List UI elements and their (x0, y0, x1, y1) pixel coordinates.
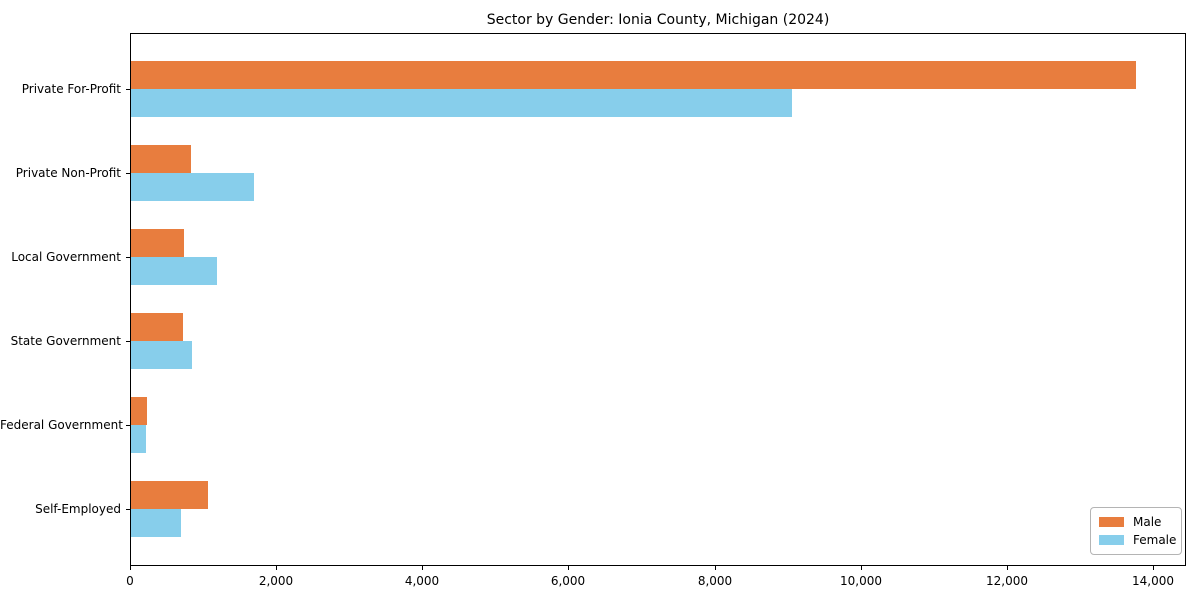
plot-area (130, 33, 1186, 566)
y-tick-label-private-non-profit: Private Non-Profit (15, 166, 121, 180)
x-tick-label-6-000: 6,000 (550, 574, 586, 588)
bar-male-self-employed (131, 481, 208, 509)
x-tick-label-4-000: 4,000 (404, 574, 440, 588)
legend-label-male: Male (1133, 515, 1162, 529)
y-tick-mark (126, 89, 130, 90)
y-tick-label-local-government: Local Government (11, 250, 121, 264)
y-tick-mark (126, 173, 130, 174)
x-tick-mark (1153, 566, 1154, 570)
x-tick-label-2-000: 2,000 (258, 574, 294, 588)
bar-male-private-for-profit (131, 61, 1136, 89)
legend-label-female: Female (1133, 533, 1177, 547)
legend-swatch-female (1099, 535, 1124, 545)
x-tick-mark (276, 566, 277, 570)
x-tick-label-12-000: 12,000 (986, 574, 1028, 588)
bar-female-local-government (131, 257, 217, 285)
bar-male-local-government (131, 229, 184, 257)
x-tick-mark (1007, 566, 1008, 570)
y-tick-mark (126, 341, 130, 342)
chart-title: Sector by Gender: Ionia County, Michigan… (486, 12, 830, 28)
x-tick-mark (422, 566, 423, 570)
x-tick-label-14-000: 14,000 (1132, 574, 1174, 588)
legend-swatch-male (1099, 517, 1124, 527)
y-tick-mark (126, 425, 130, 426)
x-tick-mark (568, 566, 569, 570)
legend-item-male: Male (1099, 513, 1174, 531)
y-tick-label-state-government: State Government (10, 334, 121, 348)
y-tick-label-self-employed: Self-Employed (35, 502, 121, 516)
y-tick-label-federal-government: Federal Government (0, 418, 123, 432)
y-tick-label-private-for-profit: Private For-Profit (21, 82, 121, 96)
bar-male-private-non-profit (131, 145, 191, 173)
bar-female-federal-government (131, 425, 146, 453)
x-tick-mark (861, 566, 862, 570)
bar-female-self-employed (131, 509, 181, 537)
y-tick-mark (126, 509, 130, 510)
bar-female-private-non-profit (131, 173, 254, 201)
bar-female-private-for-profit (131, 89, 792, 117)
legend: Male Female (1090, 507, 1182, 555)
x-tick-label-10-000: 10,000 (840, 574, 882, 588)
bar-female-state-government (131, 341, 192, 369)
x-tick-mark (715, 566, 716, 570)
bar-male-federal-government (131, 397, 147, 425)
x-tick-label-8-000: 8,000 (697, 574, 733, 588)
bar-male-state-government (131, 313, 183, 341)
x-tick-label-0: 0 (126, 574, 134, 588)
legend-item-female: Female (1099, 531, 1177, 549)
x-tick-mark (130, 566, 131, 570)
y-tick-mark (126, 257, 130, 258)
